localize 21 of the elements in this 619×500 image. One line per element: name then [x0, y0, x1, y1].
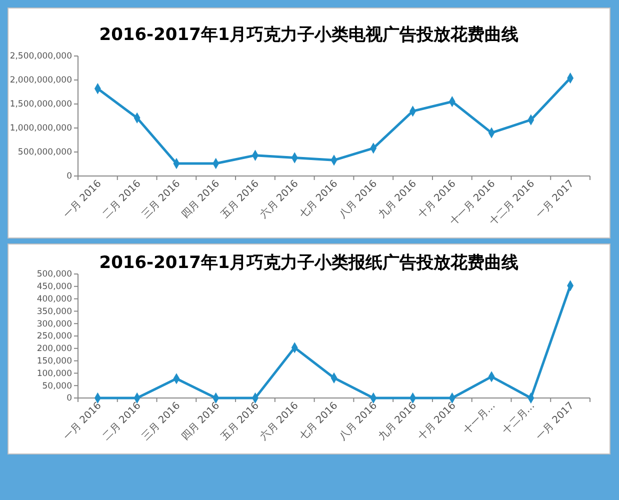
y-tick-label: 500,000: [36, 270, 72, 280]
y-tick-label: 0: [66, 172, 72, 182]
y-tick-label: 500,000,000: [18, 148, 72, 158]
x-tick-label: 十一月…: [460, 400, 498, 436]
y-tick-label: 2,000,000,000: [10, 76, 72, 86]
y-tick-label: 1,000,000,000: [10, 124, 72, 134]
y-tick-label: 100,000: [36, 368, 72, 379]
y-tick-label: 350,000: [36, 306, 72, 317]
y-tick-label: 50,000: [42, 381, 72, 392]
y-tick-label: 400,000: [36, 294, 72, 305]
y-tick-label: 2,500,000,000: [10, 52, 72, 62]
y-tick-label: 1,500,000,000: [10, 100, 72, 110]
y-tick-label: 0: [66, 394, 72, 404]
y-tick-label: 150,000: [36, 356, 72, 367]
y-tick-label: 450,000: [36, 282, 72, 292]
y-tick-label: 300,000: [36, 319, 72, 330]
chart-title: 2016-2017年1月巧克力子小类报纸广告投放花费曲线: [99, 253, 519, 273]
y-tick-label: 250,000: [36, 332, 72, 342]
x-tick-label: 十二月…: [500, 400, 538, 436]
y-tick-label: 200,000: [36, 344, 72, 354]
chart-title: 2016-2017年1月巧克力子小类电视广告投放花费曲线: [99, 25, 519, 45]
